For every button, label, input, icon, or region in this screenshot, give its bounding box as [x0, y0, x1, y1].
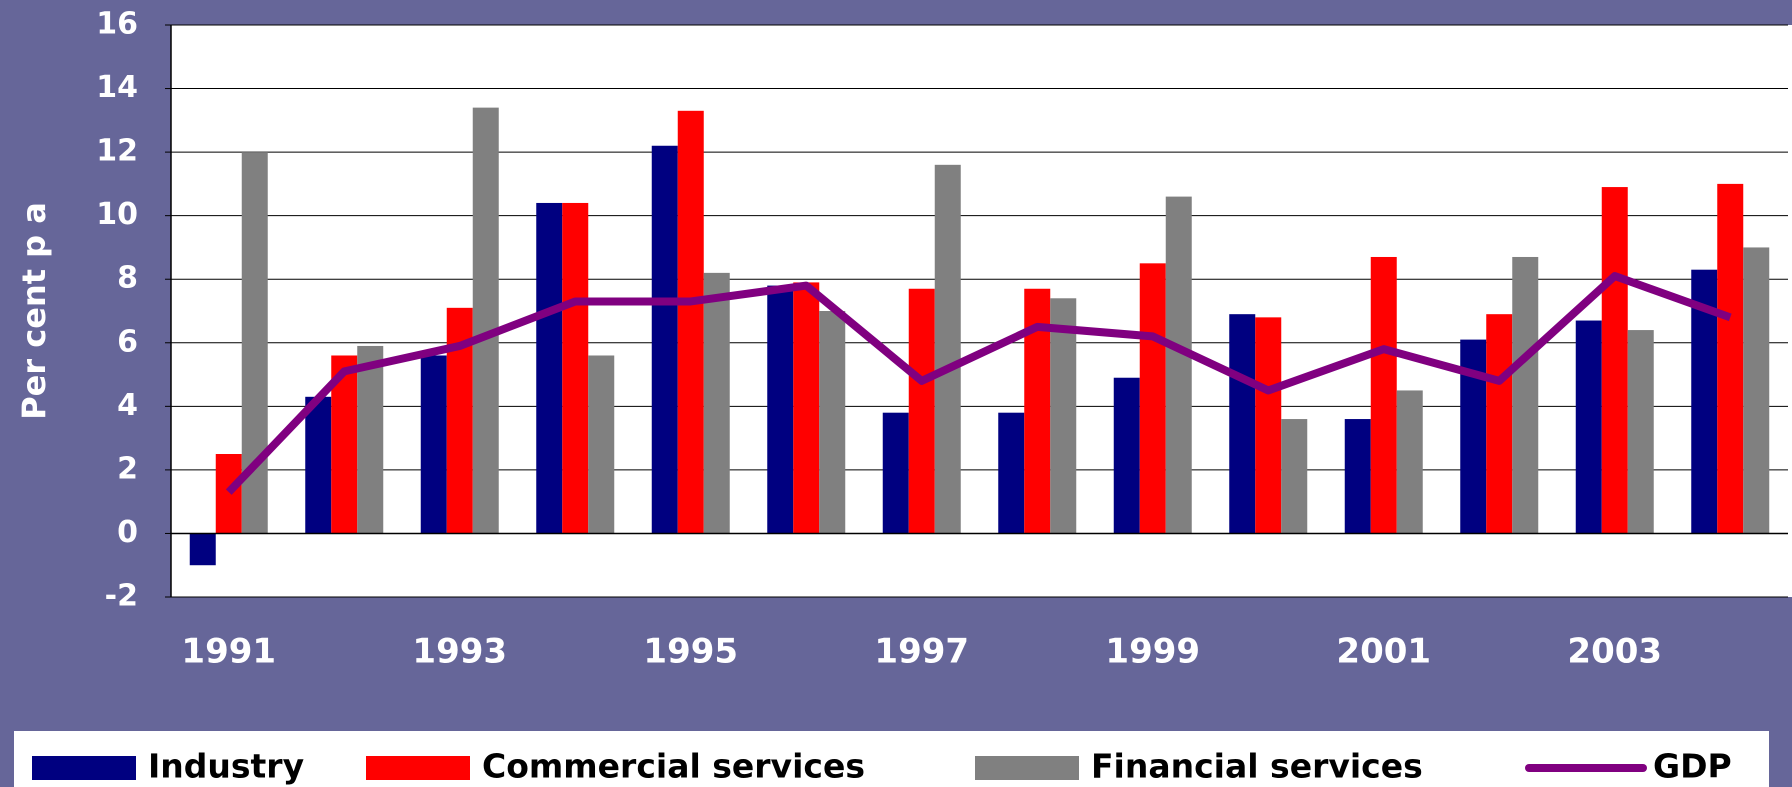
bar: [934, 164, 961, 534]
x-tick-label: 2003: [1567, 632, 1662, 672]
legend-label: Financial services: [1091, 747, 1423, 786]
bar: [305, 396, 332, 534]
legend-label: Industry: [148, 747, 304, 786]
x-tick-label: 1997: [874, 632, 969, 672]
legend-swatch: [32, 756, 136, 780]
bar: [1396, 390, 1423, 534]
y-tick-label: 12: [96, 134, 138, 169]
bar: [536, 202, 563, 534]
legend-label: GDP: [1653, 747, 1732, 786]
x-tick-label: 1993: [412, 632, 507, 672]
x-tick-label: 2001: [1336, 632, 1431, 672]
legend-label: Commercial services: [482, 747, 865, 786]
bar: [908, 288, 935, 534]
bar: [1601, 187, 1628, 534]
bar: [357, 345, 384, 534]
bar: [1486, 314, 1513, 534]
y-tick-label: -2: [105, 579, 138, 614]
bar: [1229, 314, 1256, 534]
bar: [703, 272, 730, 534]
y-tick-label: 2: [117, 451, 138, 486]
bar: [1165, 196, 1192, 534]
bar: [882, 412, 909, 534]
bar: [1139, 263, 1166, 534]
y-tick-label: 4: [117, 388, 138, 423]
legend-swatch: [975, 756, 1079, 780]
y-axis-title: Per cent p a: [15, 202, 53, 420]
bar: [1344, 419, 1371, 534]
gdp-line: [225, 272, 1732, 495]
bar: [677, 110, 704, 534]
bar: [1113, 377, 1140, 534]
bar: [793, 282, 820, 534]
bar: [215, 454, 242, 534]
bar: [1255, 317, 1282, 534]
y-tick-label: 8: [117, 261, 138, 296]
y-tick-label: 10: [96, 197, 138, 232]
y-tick-label: 14: [96, 70, 138, 105]
y-tick-label: 0: [117, 515, 138, 550]
plot-area: [171, 25, 1792, 597]
bar: [472, 107, 499, 534]
y-tick-label: 16: [96, 7, 138, 42]
x-tick-label: 1991: [181, 632, 276, 672]
bar: [767, 285, 794, 534]
x-tick-label: 1999: [1105, 632, 1200, 672]
bar: [588, 355, 615, 534]
bar: [1575, 320, 1602, 534]
x-tick-label: 1995: [643, 632, 738, 672]
bar: [1627, 330, 1654, 534]
legend-box: [14, 731, 1769, 787]
bar: [998, 412, 1025, 534]
bar: [189, 533, 216, 566]
bar: [651, 145, 678, 534]
bar: [1743, 247, 1770, 534]
bar: [1370, 256, 1397, 534]
y-tick-label: 6: [117, 324, 138, 359]
bar: [1512, 256, 1539, 534]
bar: [1050, 298, 1077, 534]
legend-swatch: [366, 756, 470, 780]
bar: [420, 355, 447, 534]
bar: [819, 311, 846, 534]
bar: [562, 202, 589, 534]
bar: [1717, 183, 1744, 534]
bar: [1281, 419, 1308, 534]
